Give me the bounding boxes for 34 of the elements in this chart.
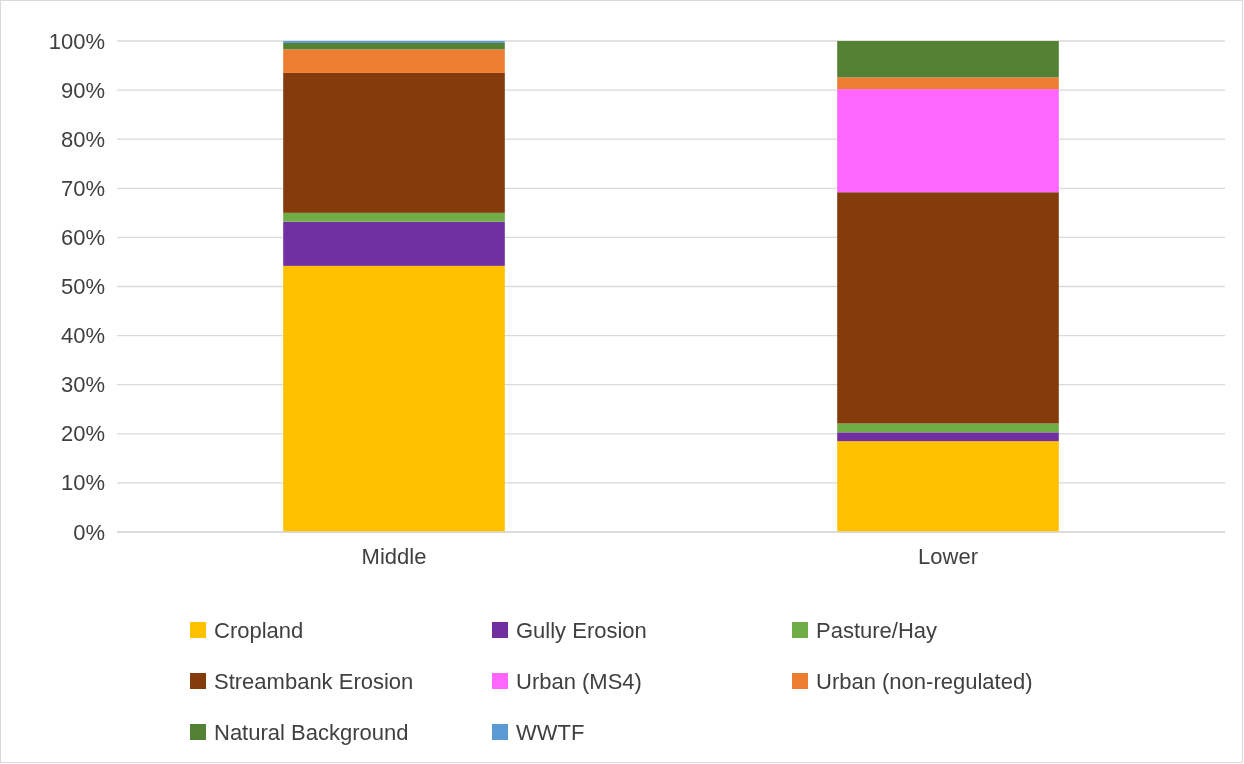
x-tick-label: Lower (918, 543, 978, 569)
bar (837, 89, 1059, 193)
y-tick-label: 50% (60, 274, 105, 300)
bar (837, 77, 1059, 90)
bar (837, 41, 1059, 78)
bar (283, 49, 505, 73)
y-tick-label: 0% (73, 519, 105, 545)
bar (283, 42, 505, 50)
legend-label: Cropland (214, 617, 304, 643)
y-tick-label: 10% (60, 470, 105, 496)
bar (283, 212, 505, 222)
y-tick-label: 20% (60, 421, 105, 447)
legend-label: Natural Background (214, 719, 409, 745)
bar (283, 265, 505, 532)
legend-label: Urban (MS4) (516, 668, 642, 694)
y-tick-label: 60% (60, 224, 105, 250)
bar (837, 432, 1059, 442)
legend-label: WWTF (516, 719, 585, 745)
y-tick-label: 30% (60, 372, 105, 398)
y-tick-label: 70% (60, 175, 105, 201)
y-tick-label: 80% (60, 126, 105, 152)
bar (837, 192, 1059, 424)
legend-label: Gully Erosion (516, 617, 647, 643)
x-tick-label: Middle (361, 543, 427, 569)
bar (283, 72, 505, 213)
legend-label: Streambank Erosion (214, 668, 414, 694)
y-tick-label: 90% (60, 77, 105, 103)
bar (837, 441, 1059, 532)
bar (283, 221, 505, 266)
bar (837, 423, 1059, 433)
legend-label: Urban (non-regulated) (816, 668, 1033, 694)
legend-label: Pasture/Hay (816, 617, 938, 643)
y-tick-label: 100% (48, 28, 105, 54)
y-tick-label: 40% (60, 323, 105, 349)
